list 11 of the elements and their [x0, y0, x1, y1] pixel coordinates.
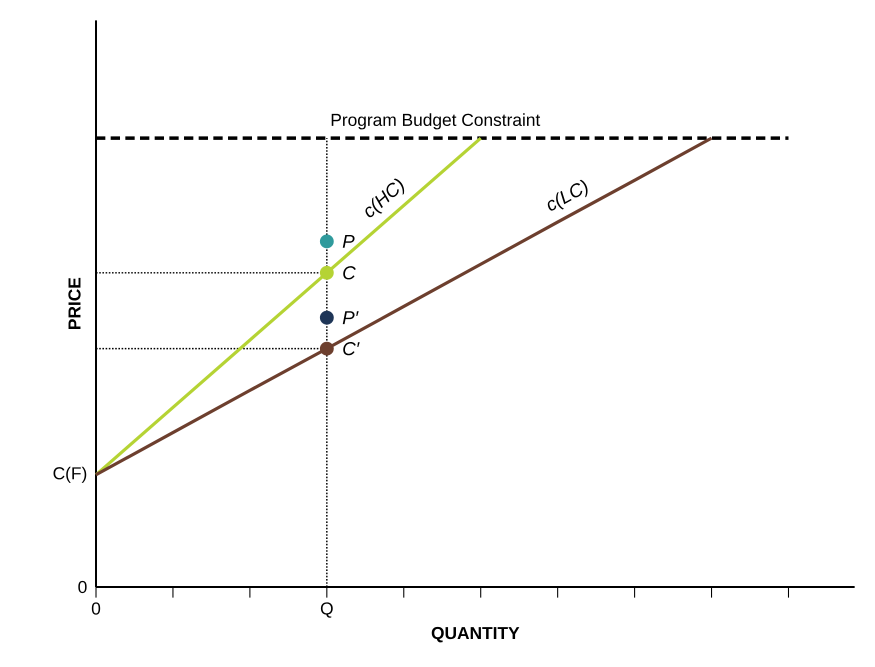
series-label: P — [342, 234, 355, 248]
x-axis-title: QUANTITY — [432, 626, 520, 642]
text: 0 — [78, 580, 87, 594]
text: C(F) — [54, 466, 86, 483]
series-label: P′ — [342, 311, 359, 324]
text: c(LC) — [548, 180, 588, 211]
series-label: C′ — [343, 342, 360, 356]
series-label: C — [343, 266, 356, 280]
text: Program Budget Constraint — [332, 113, 540, 130]
y-axis-title: PRICE — [68, 278, 81, 329]
x-tick-label: Q — [320, 602, 333, 618]
